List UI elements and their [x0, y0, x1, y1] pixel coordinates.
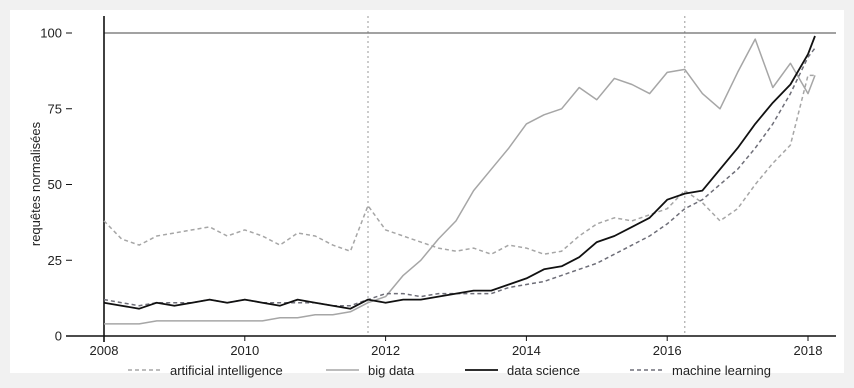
y-axis-label: requêtes normalisées	[28, 121, 43, 246]
x-tick-label: 2012	[371, 343, 400, 358]
y-tick-label: 50	[48, 177, 62, 192]
legend-label-big-data: big data	[368, 363, 415, 378]
series-line-artificial-intelligence	[103, 74, 815, 255]
x-tick-label: 2018	[794, 343, 823, 358]
x-tick-label: 2008	[90, 343, 119, 358]
x-tick-label: 2014	[512, 343, 541, 358]
series-line-big-data	[104, 38, 816, 325]
y-tick-label: 0	[55, 329, 62, 344]
legend-label-data-science: data science	[507, 363, 580, 378]
x-tick-label: 2016	[653, 343, 682, 358]
x-tick-label: 2010	[230, 343, 259, 358]
chart-background	[10, 10, 844, 373]
y-tick-label: 75	[48, 101, 62, 116]
legend-label-machine-learning: machine learning	[672, 363, 771, 378]
series-line-data-science	[103, 35, 816, 310]
y-tick-label: 25	[48, 253, 62, 268]
legend-label-artificial-intelligence: artificial intelligence	[170, 363, 283, 378]
y-tick-label: 100	[40, 26, 62, 41]
